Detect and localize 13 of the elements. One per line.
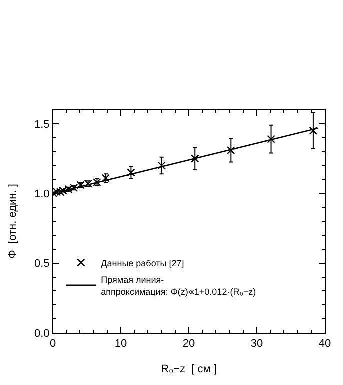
y-tick-label: 1.5 bbox=[34, 118, 50, 131]
x-tick-label: 40 bbox=[318, 338, 332, 350]
x-tick-label: 20 bbox=[182, 338, 196, 350]
x-tick-label: 30 bbox=[250, 338, 264, 350]
y-tick-label: 0.0 bbox=[34, 328, 50, 340]
legend-label: Данные работы [27] bbox=[101, 258, 184, 268]
y-tick-label: 1.0 bbox=[34, 188, 50, 200]
y-axis-title: Φ [отн. един. ] bbox=[7, 184, 20, 259]
y-tick-label: 0.5 bbox=[34, 258, 50, 270]
x-tick-label: 0 bbox=[50, 338, 56, 350]
legend-label: Прямая линия- аппроксимация: Φ(z)∝1+0.012·(R₀−z) bbox=[101, 275, 256, 297]
x-tick-label: 10 bbox=[114, 338, 128, 350]
x-axis-title: R₀−z [ см ] bbox=[161, 363, 217, 376]
